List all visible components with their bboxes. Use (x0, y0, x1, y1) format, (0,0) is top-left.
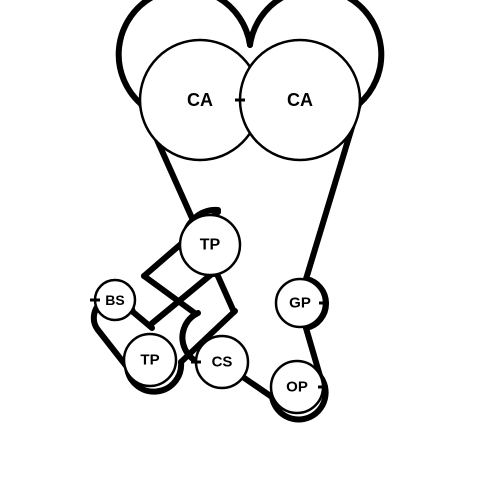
pulley-tp-lower: TP (124, 334, 176, 386)
pulley-label: CA (187, 90, 213, 110)
belt-segment (133, 312, 152, 328)
pulley-ca-right: CA (235, 40, 360, 160)
belt-segment (150, 273, 213, 325)
pulley-label: GP (289, 295, 311, 312)
pulley-label: CS (212, 354, 233, 371)
pulley-label: TP (140, 352, 159, 369)
pulley-label: TP (200, 237, 221, 254)
pulley-label: CA (287, 90, 313, 110)
belt-segment (98, 330, 127, 367)
pulley-tp-upper: TP (180, 215, 240, 275)
belt-routing-diagram: CA CA TP GP BS TP CS OP (0, 0, 500, 500)
pulley-label: OP (286, 379, 308, 396)
pulley-label: BS (105, 292, 124, 308)
